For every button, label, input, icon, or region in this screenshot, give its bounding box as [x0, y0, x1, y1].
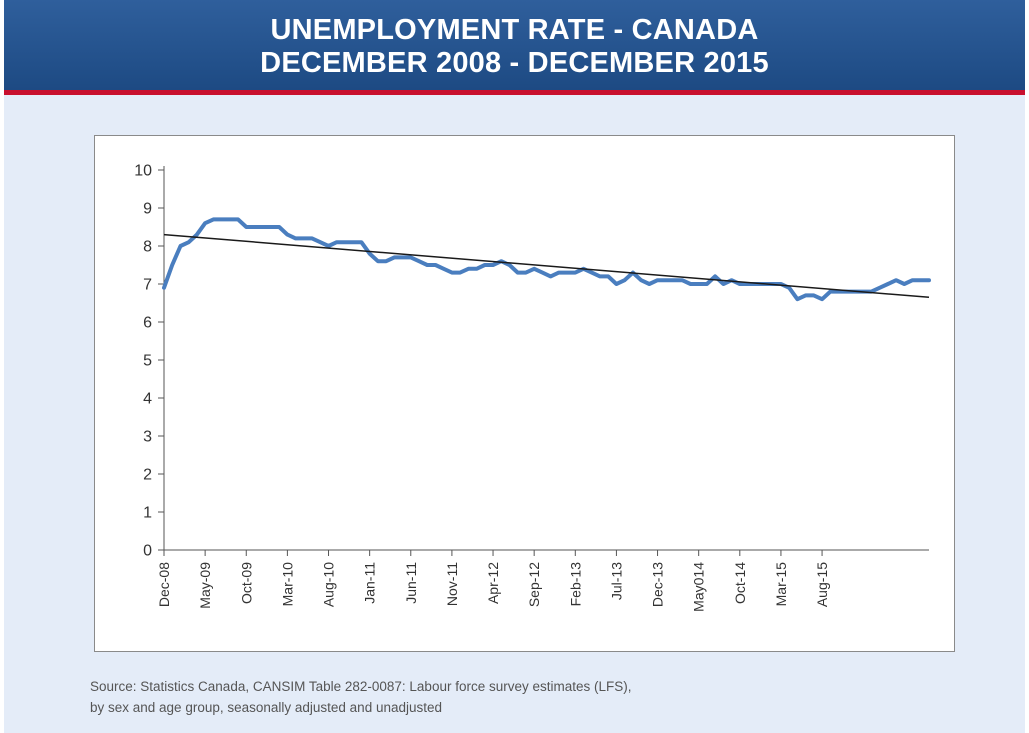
y-tick-label: 6	[143, 315, 152, 332]
y-tick-label: 7	[143, 277, 152, 294]
x-tick-label: Aug-15	[814, 562, 830, 607]
y-tick-label: 5	[143, 353, 152, 370]
source-line-1: Source: Statistics Canada, CANSIM Table …	[90, 679, 632, 694]
trend-line	[163, 233, 930, 299]
unemployment-rate-line	[162, 217, 931, 302]
y-tick-label: 0	[143, 543, 152, 560]
x-tick-label: Jan-11	[362, 562, 378, 604]
x-tick-label: Sep-12	[526, 562, 542, 607]
infographic-panel: UNEMPLOYMENT RATE - CANADA DECEMBER 2008…	[4, 0, 1025, 733]
x-tick-label: Oct-09	[238, 562, 254, 604]
x-tick-label: Feb-13	[567, 562, 583, 607]
x-tick-label: May-09	[197, 562, 213, 609]
title-banner: UNEMPLOYMENT RATE - CANADA DECEMBER 2008…	[4, 0, 1025, 90]
y-tick-label: 1	[143, 505, 152, 522]
line-chart: 0 1 2 3 4 5 6 7 8 9 10 Dec-08 May-09 Oct-09 Mar-10 Aug-…	[134, 163, 931, 612]
chart-title: UNEMPLOYMENT RATE - CANADA DECEMBER 2008…	[4, 14, 1025, 80]
title-line-2: DECEMBER 2008 - DECEMBER 2015	[260, 47, 769, 79]
x-tick-label: Dec-13	[650, 562, 666, 607]
x-tick-label: Jul-13	[608, 562, 624, 600]
y-tick-label: 9	[143, 201, 152, 218]
x-tick-label: Oct-14	[732, 562, 748, 604]
y-tick-label: 3	[143, 429, 152, 446]
source-note: Source: Statistics Canada, CANSIM Table …	[90, 676, 632, 718]
x-tick-label: Mar-15	[773, 562, 789, 607]
x-tick-label: Dec-08	[156, 562, 172, 607]
banner-accent-rule	[4, 90, 1025, 95]
y-tick-label: 2	[143, 467, 152, 484]
plot-frame: 0 1 2 3 4 5 6 7 8 9 10 Dec-08 May-09 Oct-09 Mar-10 Aug-…	[94, 135, 955, 652]
x-tick-label: Jun-11	[403, 562, 419, 604]
x-tick-label: Mar-10	[279, 562, 295, 607]
x-tick-label: Apr-12	[485, 562, 501, 604]
y-tick-label: 4	[143, 391, 152, 408]
x-tick-label: Aug-10	[321, 562, 337, 607]
title-line-1: UNEMPLOYMENT RATE - CANADA	[270, 14, 759, 46]
y-tick-label: 10	[134, 163, 152, 180]
x-tick-label: May014	[691, 562, 707, 612]
y-tick-label: 8	[143, 239, 152, 256]
x-tick-label: Nov-11	[444, 562, 460, 606]
source-line-2: by sex and age group, seasonally adjuste…	[90, 700, 443, 715]
